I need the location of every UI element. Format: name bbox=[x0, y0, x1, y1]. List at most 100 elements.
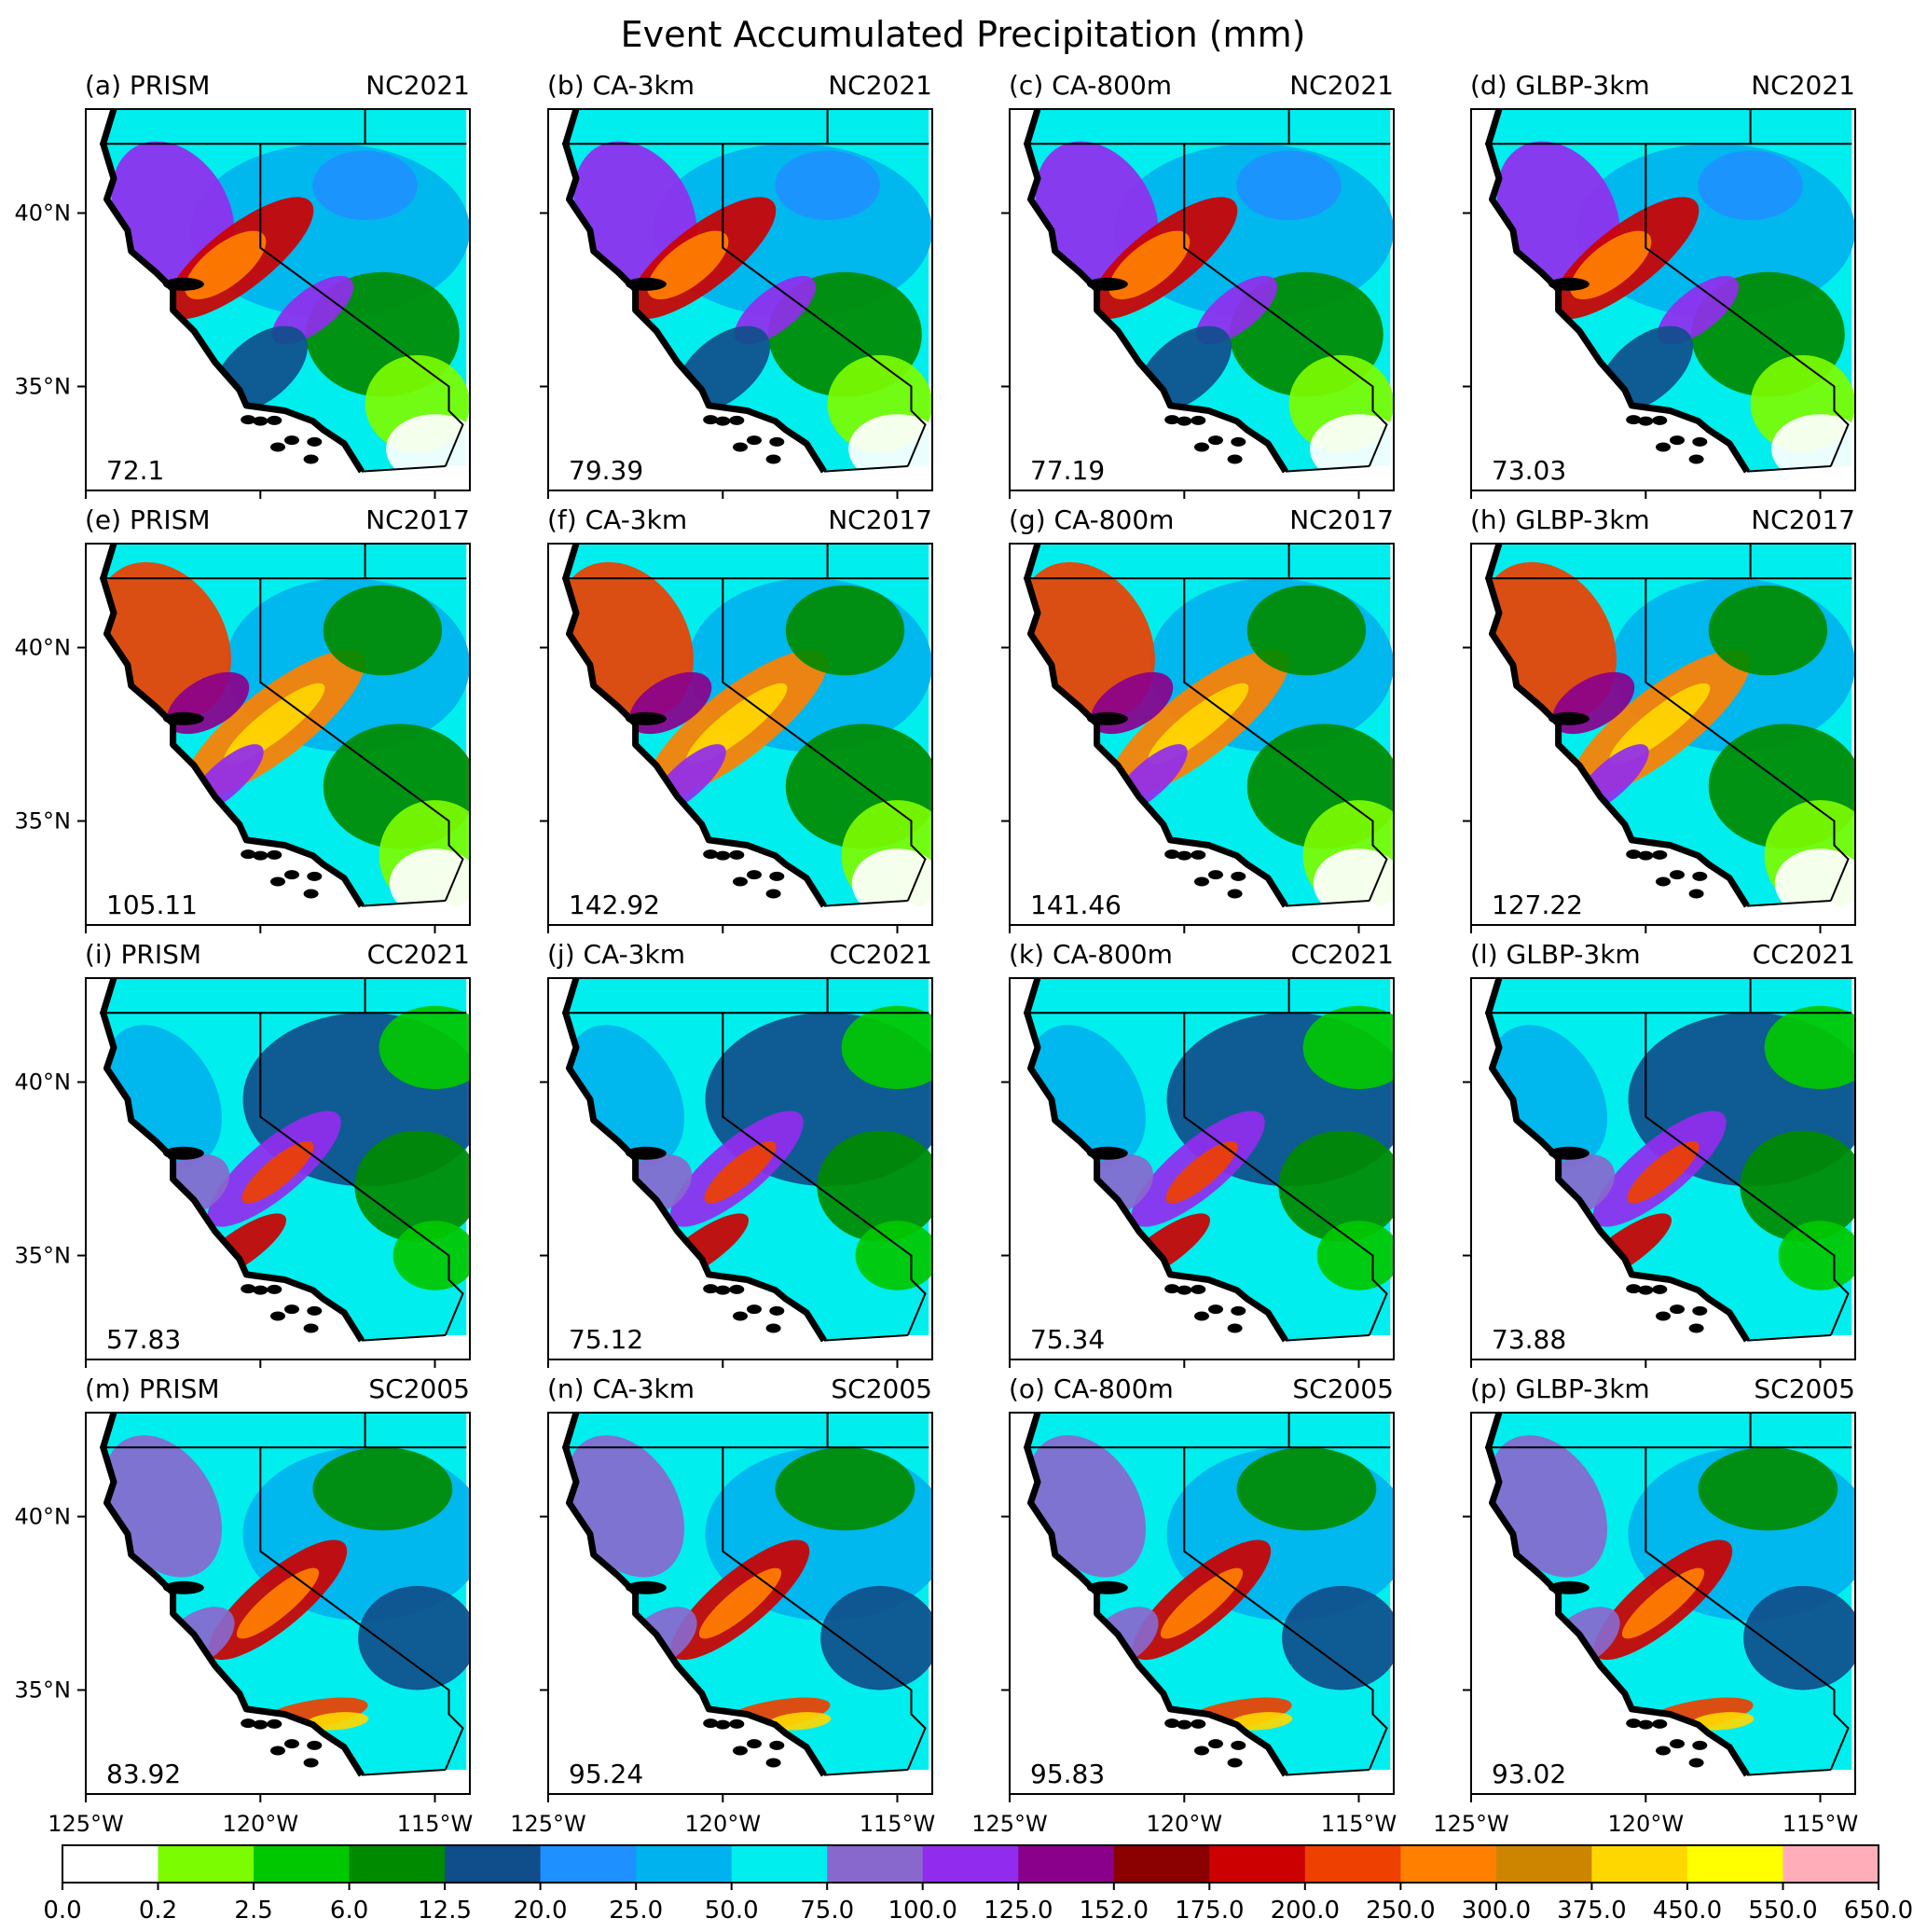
precip-contour bbox=[1488, 1435, 1607, 1578]
precip-contour bbox=[841, 1005, 932, 1089]
x-tick-label: 115°W bbox=[1782, 1811, 1859, 1837]
colorbar-tick-label: 125.0 bbox=[984, 1897, 1053, 1925]
precip-blobs bbox=[111, 141, 470, 484]
panel-label: (h) GLBP-3km bbox=[1470, 504, 1650, 535]
panel-frame bbox=[547, 543, 933, 926]
x-tick-label: 120°W bbox=[223, 1811, 299, 1837]
channel-island bbox=[1656, 1311, 1671, 1321]
precip-field bbox=[86, 544, 470, 925]
map-panel: (g) CA-800m NC2017 141.46 bbox=[1001, 504, 1395, 933]
precip-contour bbox=[1570, 230, 1652, 300]
state-border bbox=[361, 465, 446, 473]
ocean-mask bbox=[1471, 1413, 1747, 1794]
panel-frame bbox=[85, 108, 471, 491]
map-panel: (d) GLBP-3km NC2021 73.03 bbox=[1463, 70, 1856, 499]
channel-island bbox=[1670, 1304, 1685, 1315]
precip-field bbox=[548, 1413, 932, 1794]
mexico-mask bbox=[1278, 901, 1394, 925]
panel-grid: (a) PRISM NC2021 72.1 40°N 35°N (b) CA-3km NC2… bbox=[15, 70, 1859, 1837]
sf-bay bbox=[162, 277, 204, 291]
panel-label: (o) CA-800m bbox=[1009, 1373, 1174, 1404]
channel-island bbox=[1656, 1746, 1671, 1756]
x-tick-label: 115°W bbox=[860, 1811, 936, 1837]
precip-contour bbox=[1621, 1567, 1705, 1639]
channel-island bbox=[1688, 1323, 1704, 1333]
precip-contour bbox=[1310, 414, 1394, 484]
colorbar-swatch bbox=[349, 1845, 446, 1883]
precip-field bbox=[86, 109, 470, 490]
panel-mean-value: 73.03 bbox=[1492, 455, 1566, 486]
channel-island bbox=[1177, 416, 1192, 426]
precip-contour bbox=[855, 1221, 932, 1290]
panel-mean-value: 95.24 bbox=[569, 1759, 643, 1789]
panel-event: SC2005 bbox=[831, 1373, 932, 1404]
precip-field bbox=[548, 109, 932, 490]
precip-blobs bbox=[1017, 561, 1394, 918]
map-panel: (p) GLBP-3km SC2005 93.02 125°W 120°W 115°W bbox=[1433, 1373, 1859, 1837]
sf-bay bbox=[625, 1146, 667, 1160]
ocean-mask bbox=[86, 544, 362, 925]
precip-contour bbox=[1698, 150, 1803, 220]
mexico-mask bbox=[354, 1770, 470, 1794]
mexico-mask bbox=[1278, 466, 1394, 490]
panel-label: (a) PRISM bbox=[85, 70, 210, 101]
precip-field bbox=[1010, 978, 1394, 1359]
channel-island bbox=[1231, 1740, 1246, 1750]
sf-bay bbox=[162, 1146, 204, 1160]
mexico-mask bbox=[1278, 1770, 1394, 1794]
channel-island bbox=[703, 415, 719, 425]
precip-contour bbox=[1165, 1140, 1238, 1204]
channel-island bbox=[1194, 442, 1209, 452]
precip-contour bbox=[565, 1435, 684, 1578]
panel-label: (i) PRISM bbox=[85, 939, 201, 970]
precip-field bbox=[1471, 109, 1855, 490]
channel-island bbox=[765, 454, 781, 464]
y-tick-label: 40°N bbox=[15, 1070, 72, 1096]
x-tick-label: 125°W bbox=[510, 1811, 586, 1837]
state-border bbox=[1746, 465, 1831, 473]
channel-island bbox=[1208, 1304, 1223, 1315]
channel-island bbox=[703, 849, 719, 860]
precip-contour bbox=[389, 849, 470, 918]
colorbar-tick-label: 450.0 bbox=[1653, 1897, 1722, 1925]
channel-island bbox=[253, 850, 268, 861]
state-border bbox=[259, 1447, 464, 1771]
mexico-mask bbox=[354, 1335, 470, 1359]
coastline bbox=[562, 544, 827, 908]
map-panel: (j) CA-3km CC2021 75.12 bbox=[540, 939, 933, 1368]
state-border bbox=[259, 144, 464, 467]
ocean-mask bbox=[1471, 109, 1747, 490]
state-border bbox=[1183, 1447, 1388, 1771]
state-border bbox=[1645, 1013, 1850, 1336]
channel-island bbox=[253, 416, 268, 426]
precip-contour bbox=[1743, 1585, 1855, 1690]
channel-island bbox=[1656, 876, 1671, 887]
colorbar-tick-label: 550.0 bbox=[1748, 1897, 1817, 1925]
channel-island bbox=[1191, 1284, 1206, 1294]
sf-bay bbox=[625, 711, 667, 725]
precip-contour bbox=[1778, 1221, 1855, 1290]
precip-contour bbox=[358, 1585, 470, 1690]
panel-label: (b) CA-3km bbox=[547, 70, 695, 101]
state-border bbox=[361, 1334, 446, 1342]
colorbar-tick-label: 2.5 bbox=[234, 1897, 272, 1925]
colorbar-tick-label: 650.0 bbox=[1844, 1897, 1913, 1925]
channel-island bbox=[1652, 415, 1668, 425]
x-tick-label: 120°W bbox=[685, 1811, 762, 1837]
colorbar-swatch bbox=[1113, 1845, 1210, 1883]
colorbar-swatch bbox=[1495, 1845, 1592, 1883]
map-panel: (k) CA-800m CC2021 75.34 bbox=[1001, 939, 1395, 1368]
state-border bbox=[1746, 1769, 1831, 1776]
sf-bay bbox=[1086, 277, 1128, 291]
precip-blobs bbox=[1496, 141, 1855, 484]
precip-contour bbox=[785, 585, 905, 676]
mexico-mask bbox=[1278, 1335, 1394, 1359]
precip-blobs bbox=[103, 1005, 470, 1290]
channel-island bbox=[307, 436, 323, 447]
coastline bbox=[100, 978, 365, 1343]
map-panel: (n) CA-3km SC2005 95.24 125°W 120°W 115°W bbox=[510, 1373, 936, 1837]
panel-frame bbox=[1470, 543, 1856, 926]
x-tick-label: 115°W bbox=[397, 1811, 474, 1837]
precip-contour bbox=[820, 1585, 932, 1690]
colorbar-swatch bbox=[636, 1845, 733, 1883]
